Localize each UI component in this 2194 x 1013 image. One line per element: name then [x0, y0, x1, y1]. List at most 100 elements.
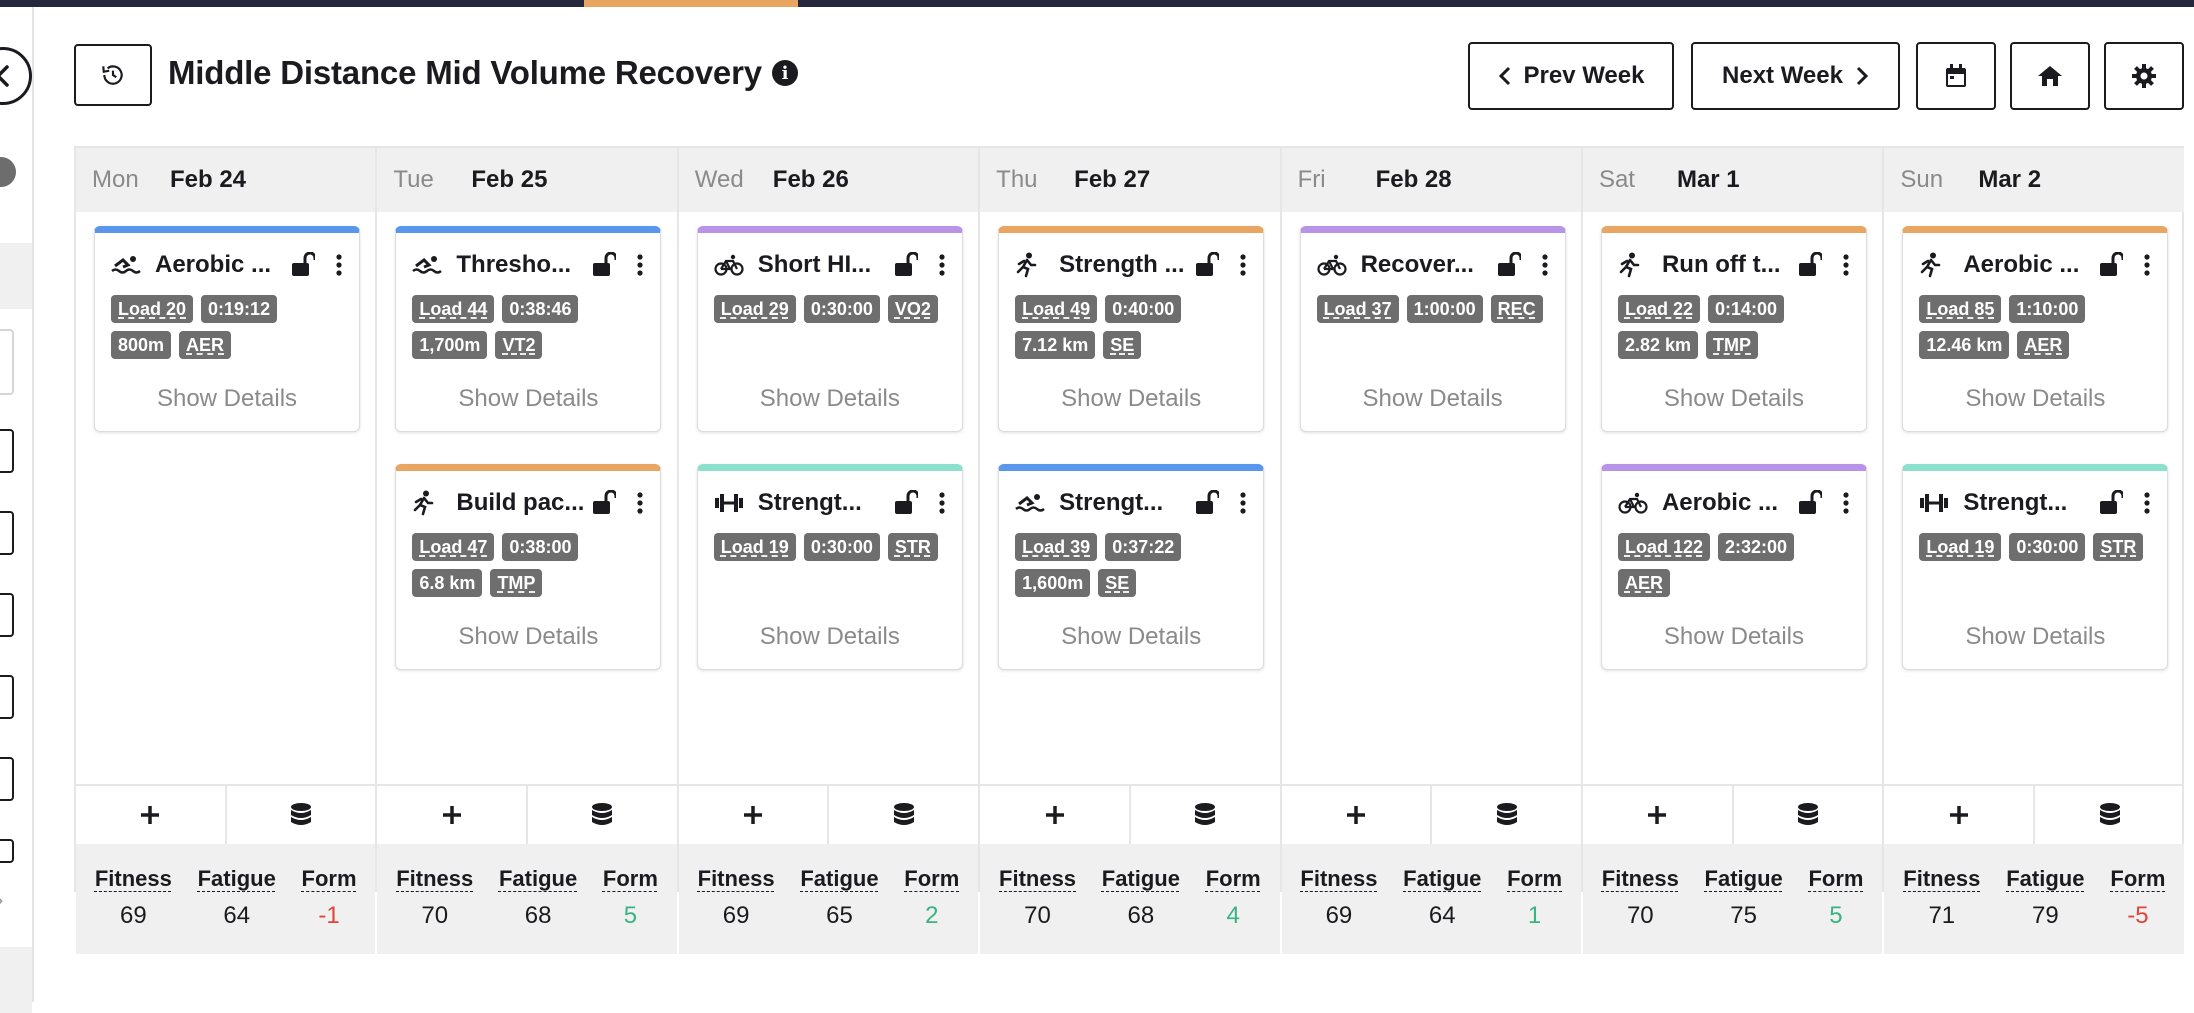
- workout-library-button[interactable]: [1131, 786, 1280, 844]
- workout-library-button[interactable]: [1734, 786, 1883, 844]
- add-workout-button[interactable]: [980, 786, 1131, 844]
- workout-card[interactable]: Aerobic ... Load 20 0:19:12 800m AER Show Det…: [94, 226, 360, 432]
- unlock-icon[interactable]: [1798, 252, 1828, 278]
- add-workout-button[interactable]: [1282, 786, 1433, 844]
- run-icon: [1618, 250, 1652, 280]
- workout-card[interactable]: Strengt... Load 39 0:37:22 1,600m SE Show Det…: [998, 464, 1265, 670]
- show-details-link[interactable]: Show Details: [458, 623, 599, 650]
- workout-title[interactable]: Recover...: [1360, 251, 1474, 278]
- show-details-link[interactable]: Show Details: [1061, 385, 1202, 412]
- more-options-icon[interactable]: [2143, 253, 2153, 277]
- unlock-icon[interactable]: [592, 490, 622, 516]
- workout-card[interactable]: Short HI... Load 29 0:30:00 VO2 Show Details: [696, 226, 963, 432]
- workout-title[interactable]: Aerobic ...: [155, 251, 272, 278]
- show-details-link[interactable]: Show Details: [1965, 623, 2106, 650]
- workout-title[interactable]: Run off t...: [1661, 251, 1781, 278]
- workout-list: Aerobic ... Load 85 1:10:00 12.46 km AER Show…: [1884, 212, 2184, 784]
- sidebar-item[interactable]: [0, 429, 14, 473]
- sidebar-item[interactable]: [0, 511, 14, 555]
- load-tag: Load 19: [1919, 533, 2002, 561]
- unlock-icon[interactable]: [291, 252, 321, 278]
- workout-card[interactable]: Strength ... Load 49 0:40:00 7.12 km SE Show …: [998, 226, 1265, 432]
- unlock-icon[interactable]: [1497, 252, 1527, 278]
- workout-card[interactable]: Thresho... Load 44 0:38:46 1,700m VT2 Show De…: [395, 226, 662, 432]
- workout-card[interactable]: Run off t... Load 22 0:14:00 2.82 km TMP Show…: [1600, 226, 1867, 432]
- workout-card[interactable]: Aerobic ... Load 122 2:32:00 AER Show Detail…: [1600, 464, 1867, 670]
- database-icon: [1798, 803, 1818, 825]
- workout-card[interactable]: Strengt... Load 19 0:30:00 STR Show Details: [696, 464, 963, 670]
- more-options-icon[interactable]: [1239, 253, 1249, 277]
- show-details-link[interactable]: Show Details: [759, 385, 900, 412]
- info-icon[interactable]: i: [771, 60, 798, 86]
- more-options-icon[interactable]: [2143, 491, 2153, 515]
- more-options-icon[interactable]: [1842, 491, 1852, 515]
- workout-library-button[interactable]: [829, 786, 978, 844]
- show-details-link[interactable]: Show Details: [1362, 385, 1503, 412]
- add-workout-button[interactable]: [1583, 786, 1734, 844]
- workout-title[interactable]: Strengt...: [1963, 489, 2068, 516]
- workout-title[interactable]: Short HI...: [757, 251, 872, 278]
- show-details-link[interactable]: Show Details: [1663, 623, 1804, 650]
- more-options-icon[interactable]: [636, 253, 646, 277]
- unlock-icon[interactable]: [894, 490, 924, 516]
- workout-title[interactable]: Aerobic ...: [1963, 251, 2080, 278]
- workout-title[interactable]: Build pac...: [456, 489, 585, 516]
- sidebar-item[interactable]: [0, 839, 14, 863]
- add-workout-button[interactable]: [1884, 786, 2036, 844]
- history-button[interactable]: [74, 44, 152, 106]
- more-options-icon[interactable]: [1541, 253, 1551, 277]
- home-button[interactable]: [2010, 42, 2090, 110]
- next-week-button[interactable]: Next Week: [1691, 42, 1900, 110]
- sidebar-item[interactable]: [0, 593, 14, 637]
- workout-library-button[interactable]: [528, 786, 677, 844]
- chevron-right-icon[interactable]: ›: [0, 887, 3, 913]
- calendar-button[interactable]: [1916, 42, 1996, 110]
- more-options-icon[interactable]: [636, 491, 646, 515]
- run-icon: [1919, 250, 1953, 280]
- unlock-icon[interactable]: [2099, 490, 2129, 516]
- sidebar-item[interactable]: [0, 675, 14, 719]
- day-actions: [377, 784, 677, 844]
- show-details-link[interactable]: Show Details: [759, 623, 900, 650]
- workout-library-button[interactable]: [1432, 786, 1581, 844]
- unlock-icon[interactable]: [592, 252, 622, 278]
- workout-title[interactable]: Strengt...: [1059, 489, 1164, 516]
- workout-title[interactable]: Aerobic ...: [1661, 489, 1778, 516]
- sidebar-item[interactable]: [0, 757, 14, 801]
- workout-card[interactable]: Recover... Load 37 1:00:00 REC Show Details: [1299, 226, 1566, 432]
- show-details-link[interactable]: Show Details: [458, 385, 599, 412]
- more-options-icon[interactable]: [335, 253, 345, 277]
- unlock-icon[interactable]: [1195, 490, 1225, 516]
- more-options-icon[interactable]: [1239, 491, 1249, 515]
- workout-card[interactable]: Aerobic ... Load 85 1:10:00 12.46 km AER Show…: [1902, 226, 2169, 432]
- show-details-link[interactable]: Show Details: [156, 385, 298, 412]
- prev-week-button[interactable]: Prev Week: [1468, 42, 1674, 110]
- workout-card[interactable]: Build pac... Load 47 0:38:00 6.8 km TMP Show …: [395, 464, 662, 670]
- sidebar-input[interactable]: [0, 329, 14, 395]
- more-options-icon[interactable]: [1842, 253, 1852, 277]
- unlock-icon[interactable]: [1195, 252, 1225, 278]
- workout-title[interactable]: Strengt...: [757, 489, 862, 516]
- show-details-link[interactable]: Show Details: [1061, 623, 1202, 650]
- unlock-icon[interactable]: [894, 252, 924, 278]
- workout-card[interactable]: Strengt... Load 19 0:30:00 STR Show Details: [1902, 464, 2169, 670]
- unlock-icon[interactable]: [1798, 490, 1828, 516]
- workout-library-button[interactable]: [227, 786, 376, 844]
- workout-card-header: Strengt...: [1015, 485, 1249, 521]
- show-details-link[interactable]: Show Details: [1965, 385, 2106, 412]
- add-workout-button[interactable]: [679, 786, 830, 844]
- day-column-tue: Tue Feb 25 Thresho... Load 44 0:38:46 1,700m V…: [377, 148, 679, 954]
- more-options-icon[interactable]: [938, 491, 948, 515]
- add-workout-button[interactable]: [377, 786, 529, 844]
- more-options-icon[interactable]: [938, 253, 948, 277]
- unlock-icon[interactable]: [2099, 252, 2129, 278]
- close-sidebar-button[interactable]: [0, 47, 32, 105]
- settings-button[interactable]: [2104, 42, 2184, 110]
- workout-tags: Load 19 0:30:00 STR: [1919, 533, 2149, 561]
- plus-icon: [1346, 806, 1365, 824]
- workout-title[interactable]: Thresho...: [456, 251, 572, 278]
- workout-title[interactable]: Strength ...: [1059, 251, 1185, 278]
- add-workout-button[interactable]: [76, 786, 227, 844]
- workout-library-button[interactable]: [2035, 786, 2184, 844]
- show-details-link[interactable]: Show Details: [1663, 385, 1804, 412]
